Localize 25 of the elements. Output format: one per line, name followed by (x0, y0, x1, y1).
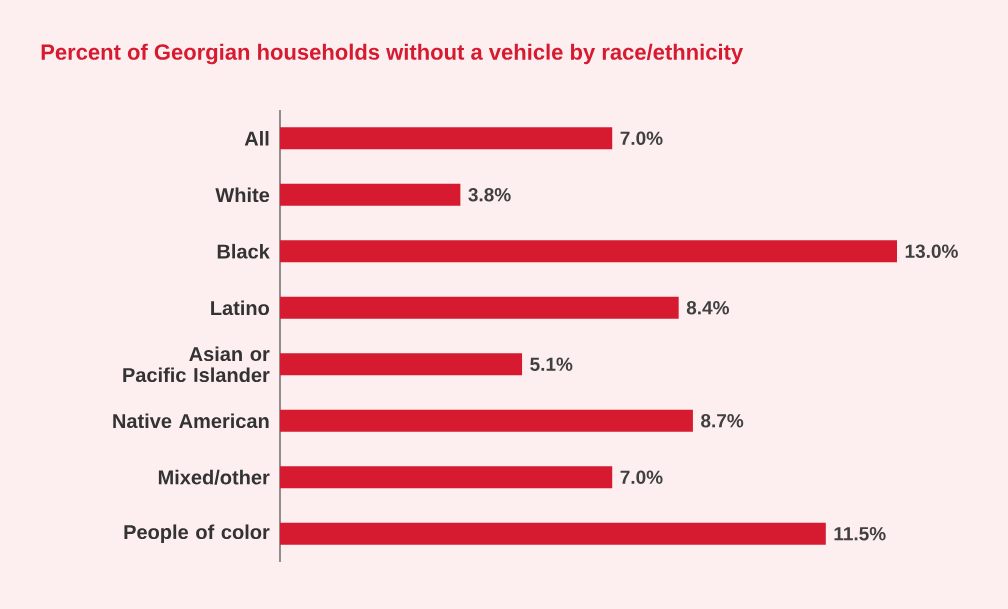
y-tick-label: All (244, 131, 269, 146)
y-tick-label: Mixed/other (158, 469, 270, 485)
bar (280, 183, 461, 206)
data-label: 8.4% (686, 301, 730, 315)
y-tick-label: Latino (211, 300, 270, 316)
bar (280, 466, 613, 489)
data-label: 13.0% (905, 244, 958, 258)
y-tick-label: Native American (113, 413, 269, 429)
bar (280, 127, 613, 150)
y-tick-label: Black (217, 243, 270, 259)
y-tick-label: Asian or Pacific Islander (123, 346, 270, 383)
data-label: 7.0% (620, 470, 663, 484)
y-tick-label: White (215, 187, 270, 203)
chart-title: Percent of Georgian households without a vehicle by race/ethnicity (41, 43, 744, 65)
bar (280, 353, 523, 376)
bar (280, 240, 897, 263)
bar (280, 522, 826, 545)
bar (280, 409, 693, 432)
data-label: 5.1% (530, 357, 573, 371)
data-label: 11.5% (834, 527, 886, 541)
data-label: 7.0% (620, 131, 663, 145)
data-label: 3.8% (468, 188, 511, 202)
data-label: 8.7% (701, 414, 744, 428)
y-tick-label: People of color (124, 524, 270, 544)
bar (280, 296, 679, 319)
